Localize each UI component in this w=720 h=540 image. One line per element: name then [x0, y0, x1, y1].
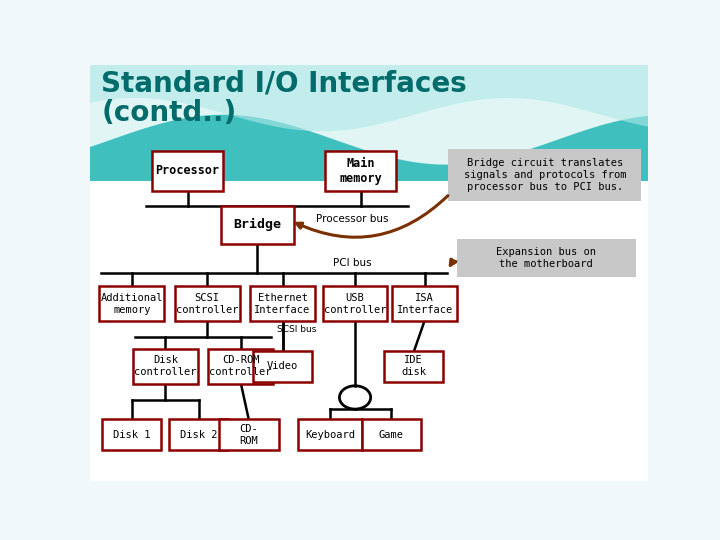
FancyBboxPatch shape	[297, 420, 362, 450]
Text: USB
controller: USB controller	[324, 293, 387, 315]
Text: CD-ROM
controller: CD-ROM controller	[210, 355, 272, 377]
FancyBboxPatch shape	[102, 420, 161, 450]
Text: Game: Game	[379, 430, 404, 440]
Text: Keyboard: Keyboard	[305, 430, 355, 440]
Text: Additional
memory: Additional memory	[101, 293, 163, 315]
Text: (contd..): (contd..)	[101, 99, 236, 126]
Polygon shape	[90, 65, 648, 131]
Text: Ethernet
Interface: Ethernet Interface	[254, 293, 310, 315]
Text: Disk 2: Disk 2	[180, 430, 217, 440]
FancyBboxPatch shape	[220, 420, 279, 450]
FancyBboxPatch shape	[208, 349, 273, 384]
FancyBboxPatch shape	[220, 206, 294, 244]
FancyBboxPatch shape	[361, 420, 421, 450]
Text: ISA
Interface: ISA Interface	[397, 293, 453, 315]
Text: IDE
disk: IDE disk	[401, 355, 426, 377]
FancyBboxPatch shape	[325, 151, 396, 191]
FancyBboxPatch shape	[169, 420, 228, 450]
Text: CD-
ROM: CD- ROM	[240, 424, 258, 446]
FancyBboxPatch shape	[392, 286, 457, 321]
FancyBboxPatch shape	[323, 286, 387, 321]
Text: SCSI bus: SCSI bus	[277, 325, 316, 334]
Text: Processor bus: Processor bus	[316, 214, 389, 224]
Text: Main
memory: Main memory	[339, 157, 382, 185]
Text: Disk
controller: Disk controller	[134, 355, 197, 377]
Bar	[90, 65, 648, 181]
FancyBboxPatch shape	[175, 286, 240, 321]
Text: Disk 1: Disk 1	[113, 430, 150, 440]
FancyBboxPatch shape	[99, 286, 164, 321]
Text: SCSI
controller: SCSI controller	[176, 293, 238, 315]
Bar	[90, 181, 648, 481]
FancyBboxPatch shape	[253, 351, 312, 382]
Text: Standard I/O Interfaces: Standard I/O Interfaces	[101, 70, 467, 98]
FancyBboxPatch shape	[133, 349, 198, 384]
FancyBboxPatch shape	[250, 286, 315, 321]
Text: Bridge: Bridge	[233, 218, 282, 232]
FancyBboxPatch shape	[449, 149, 642, 201]
Text: Bridge circuit translates
signals and protocols from
processor bus to PCI bus.: Bridge circuit translates signals and pr…	[464, 158, 626, 192]
Text: PCI bus: PCI bus	[333, 258, 372, 268]
FancyBboxPatch shape	[153, 151, 222, 191]
Text: Expansion bus on
the motherboard: Expansion bus on the motherboard	[496, 247, 596, 269]
Text: Processor: Processor	[156, 164, 220, 177]
FancyBboxPatch shape	[456, 239, 636, 277]
FancyBboxPatch shape	[384, 351, 444, 382]
Text: Video: Video	[267, 361, 298, 372]
Polygon shape	[90, 65, 648, 165]
